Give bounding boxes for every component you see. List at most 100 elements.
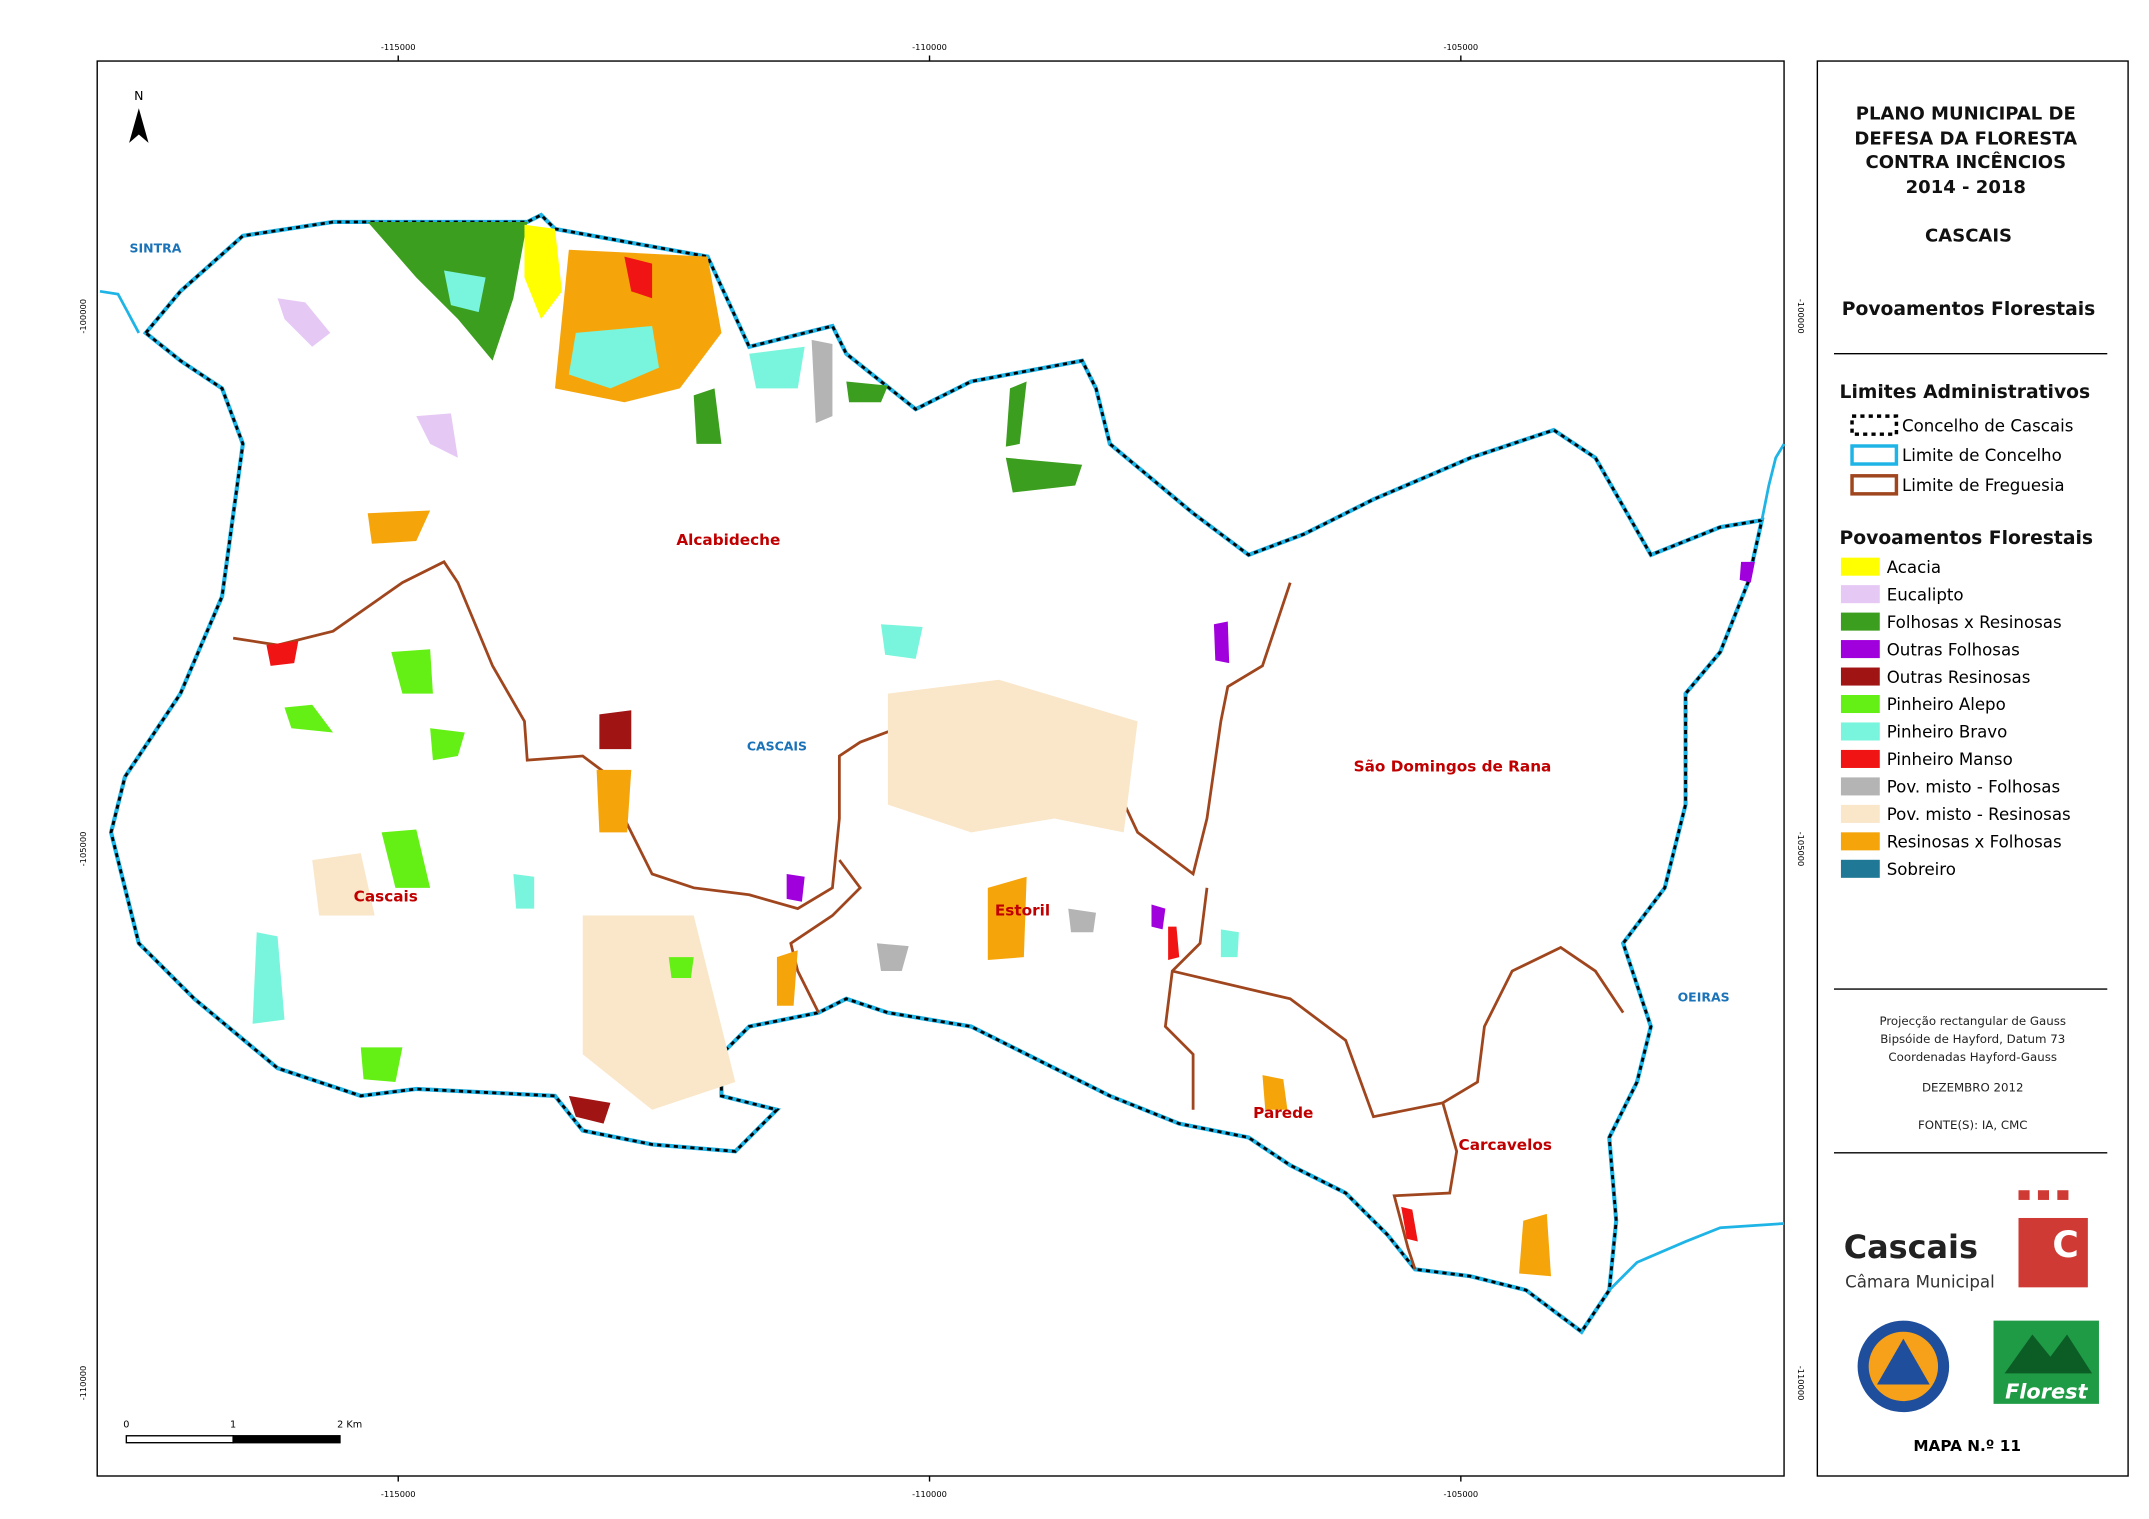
coord-label: -105000 <box>1443 1489 1478 1499</box>
place-label: Parede <box>1253 1104 1313 1122</box>
forest-patch <box>284 704 334 733</box>
forest-patch <box>1168 926 1180 960</box>
scale-label: 1 <box>230 1419 236 1430</box>
title-line: DEFESA DA FLORESTA <box>1854 128 2077 149</box>
legend-swatch <box>1840 859 1880 878</box>
forest-patch <box>1151 904 1166 930</box>
forest-patch <box>987 876 1027 960</box>
concelho-limit <box>108 212 1765 1335</box>
legend-heading: Povoamentos Florestais <box>1840 528 2094 549</box>
legend-label: Outras Resinosas <box>1887 668 2031 687</box>
river <box>99 289 1786 1292</box>
legend-label: Eucalipto <box>1887 585 1964 604</box>
forest-patch <box>693 388 722 444</box>
scale-bar: 0 1 2 Km <box>123 1419 362 1444</box>
legend-swatch <box>1840 585 1880 604</box>
forest-patch <box>430 728 465 761</box>
title-line: 2014 - 2018 <box>1906 177 2026 198</box>
legend-label: Pov. misto - Resinosas <box>1887 805 2071 824</box>
legend-label: Outras Folhosas <box>1887 640 2020 659</box>
coord-label: -115000 <box>381 1489 416 1499</box>
forest-patch <box>749 346 805 389</box>
forest-patch <box>786 873 805 902</box>
legend-swatch <box>1840 832 1880 851</box>
forest-patch <box>444 270 486 313</box>
coord-label: -115000 <box>381 42 416 52</box>
forest-patch <box>513 873 535 909</box>
scale-segment <box>232 1435 341 1444</box>
notes: Projecção rectangular de Gauss Bipsóide d… <box>1879 1014 2066 1064</box>
legend-label: Folhosas x Resinosas <box>1887 613 2062 632</box>
legend-swatch <box>1850 474 1899 496</box>
forest-patch <box>524 224 562 320</box>
legend-swatch <box>1840 804 1880 823</box>
coord-label: -110000 <box>1796 1366 1806 1401</box>
forest-patch <box>568 325 660 389</box>
forest-patch <box>887 679 1138 833</box>
forest-patch <box>624 256 653 299</box>
legend-swatch <box>1840 694 1880 714</box>
freguesia-limits <box>232 560 1625 1270</box>
north-label: N <box>134 88 143 103</box>
place-label: Cascais <box>354 888 418 906</box>
forest-patch <box>381 829 431 888</box>
legend-swatch <box>1840 777 1880 796</box>
forest-patch <box>596 769 632 833</box>
place-label: SINTRA <box>130 240 182 255</box>
logo-text: Florest <box>2005 1379 2088 1403</box>
forest-patch <box>277 298 331 347</box>
legend-swatch <box>1850 444 1899 466</box>
legend-label: Pinheiro Bravo <box>1887 723 2008 742</box>
logo-part <box>2004 1334 2093 1374</box>
place-label: São Domingos de Rana <box>1354 757 1552 775</box>
title-line: PLANO MUNICIPAL DE <box>1856 103 2076 124</box>
forest-patch <box>360 1047 403 1083</box>
legend-label: Acacia <box>1887 558 1941 577</box>
forest-patch <box>416 413 458 458</box>
coord-label: -100000 <box>1796 299 1806 334</box>
legend-swatch <box>1850 414 1899 436</box>
legend-label: Concelho de Cascais <box>1902 416 2073 435</box>
legend-label: Resinosas x Folhosas <box>1887 833 2062 852</box>
logo-protecao-civil <box>1857 1320 1950 1413</box>
legend-swatch <box>1840 749 1880 768</box>
logo-florest: Florest <box>1993 1320 2099 1404</box>
legend-label: Limite de Concelho <box>1902 446 2062 465</box>
forest-patch <box>1739 561 1755 583</box>
coord-label: -110000 <box>912 1489 947 1499</box>
logo-part <box>1877 1338 1930 1385</box>
legend-heading: Limites Administrativos <box>1840 382 2091 403</box>
municipality: CASCAIS <box>1925 225 2012 246</box>
forest-patches <box>252 221 1755 1277</box>
legend-swatch <box>1840 612 1880 631</box>
forest-patch <box>1519 1213 1552 1277</box>
logo-letter: C <box>2052 1224 2078 1266</box>
legend-label: Sobreiro <box>1887 860 1956 879</box>
legend-label: Limite de Freguesia <box>1902 476 2065 495</box>
coord-label: -100000 <box>78 299 88 334</box>
forest-patch <box>599 710 632 750</box>
logo-part <box>2037 1190 2050 1200</box>
forest-patch <box>876 943 909 972</box>
legend-swatch <box>1840 557 1880 576</box>
logo-part <box>2018 1217 2088 1288</box>
forest-patch <box>391 649 433 694</box>
legend-label: Pov. misto - Folhosas <box>1887 778 2060 797</box>
place-label: Alcabideche <box>676 531 780 549</box>
legend-swatch <box>1840 722 1880 741</box>
date: DEZEMBRO 2012 <box>1922 1081 2023 1095</box>
forest-patch <box>367 221 528 361</box>
forest-patch <box>1220 929 1239 958</box>
place-label: Estoril <box>995 902 1050 920</box>
place-label: OEIRAS <box>1678 990 1730 1005</box>
legend-swatch <box>1840 640 1880 659</box>
forest-patch <box>846 381 888 403</box>
forest-patch <box>1213 621 1230 664</box>
forest-patch <box>1005 457 1083 493</box>
forest-patch <box>266 640 299 666</box>
place-label: CASCAIS <box>747 738 807 753</box>
legend-label: Pinheiro Manso <box>1887 750 2013 769</box>
coord-label: -105000 <box>1443 42 1478 52</box>
coord-ticks: -115000 -110000 -105000 -115000 -110000 -1050… <box>78 42 1806 1499</box>
north-arrow <box>129 108 149 143</box>
